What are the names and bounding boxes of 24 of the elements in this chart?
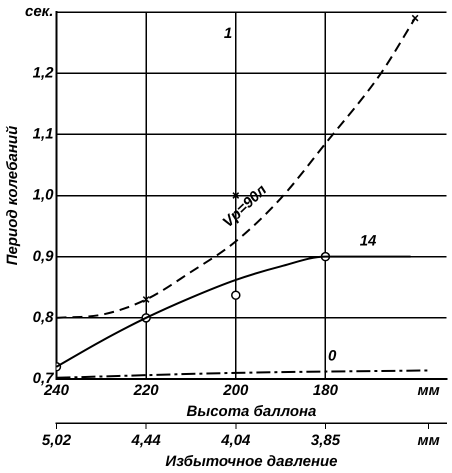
annotation: 4,04: [220, 432, 252, 450]
annotation: 4,44: [130, 432, 162, 450]
x-tick-label: мм: [417, 382, 440, 400]
series-label: 14: [360, 232, 378, 250]
annotation: 5,02: [42, 432, 72, 450]
x-tick-label: 180: [312, 382, 339, 400]
x-tick-label: 220: [132, 382, 160, 400]
point: [142, 296, 150, 304]
y-axis-title: Период колебаний: [4, 126, 22, 266]
y-tick-label: 1,1: [32, 125, 54, 142]
point: [412, 14, 419, 22]
point: [231, 290, 241, 300]
y-tick-label: 0,8: [32, 308, 54, 326]
series-label: 0: [328, 347, 338, 364]
x-axis-title: Высота баллона: [186, 403, 316, 420]
y-tick-label: 0,9: [32, 248, 54, 265]
annotation: 1: [224, 25, 232, 42]
x-tick-label: 200: [222, 382, 249, 400]
y-tick-label: 1,2: [32, 64, 54, 82]
annotation: 3,85: [310, 432, 341, 450]
y-tick-label: сек.: [24, 3, 54, 20]
x2-axis-title: Избыточное давление: [165, 453, 338, 470]
y-tick-label: 1,0: [32, 186, 54, 204]
annotation: мм: [417, 432, 440, 450]
